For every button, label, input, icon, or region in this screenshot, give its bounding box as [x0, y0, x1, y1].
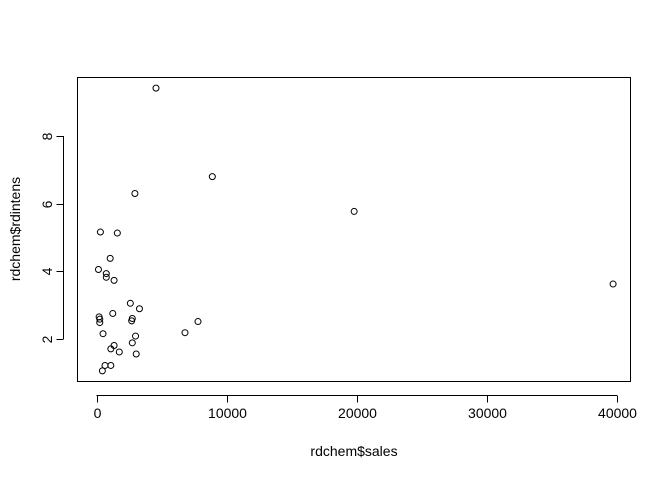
data-point	[107, 345, 115, 353]
data-point	[132, 332, 140, 340]
data-point	[106, 254, 114, 262]
y-tick-label: 6	[39, 200, 55, 208]
data-point	[96, 228, 104, 236]
data-point	[152, 84, 160, 92]
plot-area-box	[77, 77, 631, 382]
data-point	[109, 309, 117, 317]
x-tick-label: 40000	[598, 405, 637, 421]
data-point	[128, 317, 136, 325]
data-point	[98, 367, 106, 375]
x-axis: 0 10000 20000 30000 40000	[94, 395, 637, 421]
data-point	[131, 190, 139, 198]
y-axis: 2 4 6 8	[39, 132, 64, 343]
data-point	[96, 315, 104, 323]
data-point	[126, 299, 134, 307]
data-point	[110, 276, 118, 284]
y-tick-label: 2	[39, 335, 55, 343]
y-tick-label: 8	[39, 132, 55, 140]
y-axis-title: rdchem$rdintens	[7, 177, 23, 281]
y-tick-label: 4	[39, 267, 55, 275]
data-point	[107, 361, 115, 369]
x-tick-label: 10000	[208, 405, 247, 421]
data-point	[128, 339, 136, 347]
data-point	[99, 330, 107, 338]
data-point	[94, 266, 102, 274]
data-points	[94, 84, 617, 375]
data-point	[96, 319, 104, 327]
data-point	[113, 229, 121, 237]
x-tick-label: 0	[94, 405, 102, 421]
data-point	[194, 318, 202, 326]
x-axis-title: rdchem$sales	[310, 443, 397, 459]
data-point	[181, 329, 189, 337]
data-point	[115, 348, 123, 356]
data-point	[102, 273, 110, 281]
data-point	[132, 350, 140, 358]
data-point	[102, 270, 110, 278]
data-point	[135, 305, 143, 313]
data-point	[208, 173, 216, 181]
data-point	[350, 207, 358, 215]
x-tick-label: 20000	[338, 405, 377, 421]
x-tick-label: 30000	[468, 405, 507, 421]
data-point	[609, 280, 617, 288]
